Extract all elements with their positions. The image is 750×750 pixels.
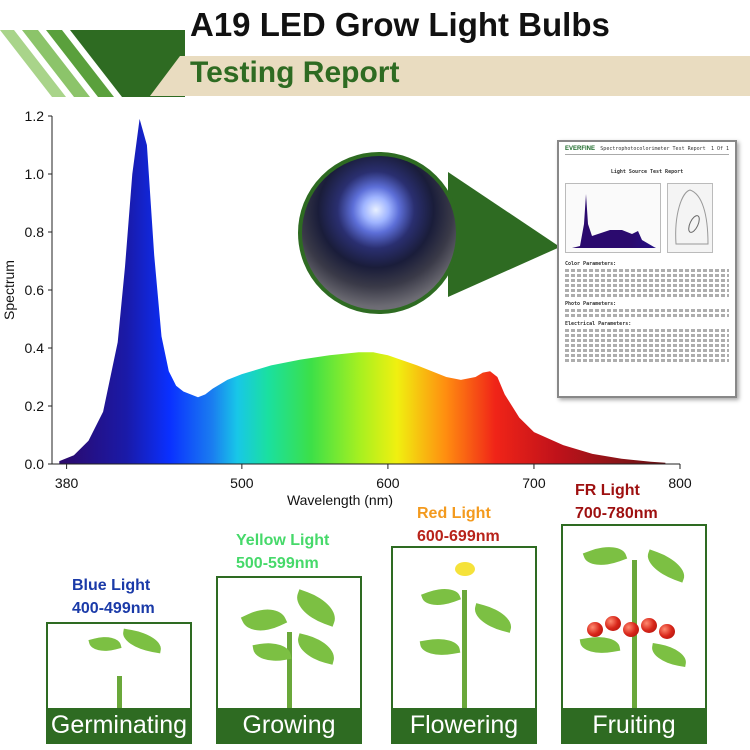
x-axis-label: Wavelength (nm)	[287, 492, 393, 508]
test-report-document: EVERFINE Spectrophotocolorimeter Test Re…	[557, 140, 737, 398]
y-tick-label: 0.4	[25, 340, 45, 356]
y-axis-label: Spectrum	[1, 260, 17, 320]
x-tick-label: 380	[55, 475, 79, 491]
tomato-leaf-3	[579, 632, 621, 658]
stage-name-germinating: Germinating	[48, 708, 190, 742]
tomato-leaf-2	[642, 549, 690, 583]
stage-range-label-red: 600-699nm	[417, 528, 500, 545]
stage-range-label-yellow: 500-599nm	[236, 555, 319, 572]
report-color-params: Color Parameters:	[565, 261, 617, 267]
tomato-leaf-1	[582, 539, 628, 573]
spectrum-chart: 0.0 0.2 0.4 0.6 0.8 1.0 1.2 380 500 600 700 800 Spe…	[1, 108, 692, 508]
plant-leaf-2	[291, 589, 341, 627]
yellow-flower-icon	[455, 562, 475, 576]
stage-name-flowering: Flowering	[393, 708, 535, 742]
seedling-leaf-right	[120, 628, 164, 654]
x-tick-label: 700	[522, 475, 546, 491]
report-brand: EVERFINE	[565, 146, 596, 152]
stage-card-fruiting: Fruiting	[561, 524, 707, 744]
stage-name-fruiting: Fruiting	[563, 708, 705, 742]
tomato-fruit	[605, 616, 621, 631]
flower-leaf-2	[471, 603, 515, 633]
header-stripes-decoration	[0, 30, 185, 97]
page-subtitle: Testing Report	[190, 56, 400, 89]
y-tick-label: 0.0	[25, 456, 45, 472]
x-tick-label: 600	[376, 475, 400, 491]
tomato-fruit	[623, 622, 639, 637]
flower-leaf-3	[419, 634, 461, 660]
report-mini-spectrum	[565, 183, 661, 253]
report-heading: Spectrophotocolorimeter Test Report	[600, 146, 706, 152]
x-tick-label: 500	[230, 475, 254, 491]
page-title: A19 LED Grow Light Bulbs	[190, 6, 610, 43]
stage-light-label-red: Red Light	[417, 505, 491, 522]
spectrum-area	[59, 118, 666, 465]
tomato-fruit	[587, 622, 603, 637]
subtitle-banner	[150, 56, 750, 96]
report-photo-params: Photo Parameters:	[565, 301, 617, 307]
y-tick-label: 0.8	[25, 224, 45, 240]
report-title: Light Source Test Report	[610, 169, 684, 175]
y-tick-label: 1.2	[25, 108, 45, 124]
plant-leaf-1	[240, 600, 288, 640]
stage-card-flowering: Flowering	[391, 546, 537, 744]
stage-light-label-blue: Blue Light	[72, 577, 151, 594]
stage-name-growing: Growing	[218, 708, 360, 742]
stage-card-growing: Growing	[216, 576, 362, 744]
x-tick-label: 800	[668, 475, 692, 491]
report-cie-diagram	[667, 183, 713, 253]
report-electrical-params: Electrical Parameters:	[565, 321, 632, 327]
report-page: 1 Of 1	[710, 146, 729, 152]
y-tick-label: 0.6	[25, 282, 45, 298]
stage-light-label-yellow: Yellow Light	[236, 532, 330, 549]
bubble-pointer	[448, 172, 560, 297]
tomato-fruit	[641, 618, 657, 633]
stage-range-label-fr: 700-780nm	[575, 505, 658, 522]
flower-leaf-1	[421, 582, 461, 612]
plant-leaf-4	[293, 633, 339, 665]
plant-leaf-3	[252, 639, 292, 665]
stage-light-label-fr: FR Light	[575, 482, 640, 499]
tomato-fruit	[659, 624, 675, 639]
stage-range-label-blue: 400-499nm	[72, 600, 155, 617]
y-tick-label: 0.2	[25, 398, 45, 414]
stage-card-germinating: Germinating	[46, 622, 192, 744]
tomato-leaf-4	[649, 643, 689, 667]
y-tick-label: 1.0	[25, 166, 45, 182]
seedling-leaf-left	[88, 632, 122, 656]
bulb-closeup-photo	[298, 152, 460, 314]
